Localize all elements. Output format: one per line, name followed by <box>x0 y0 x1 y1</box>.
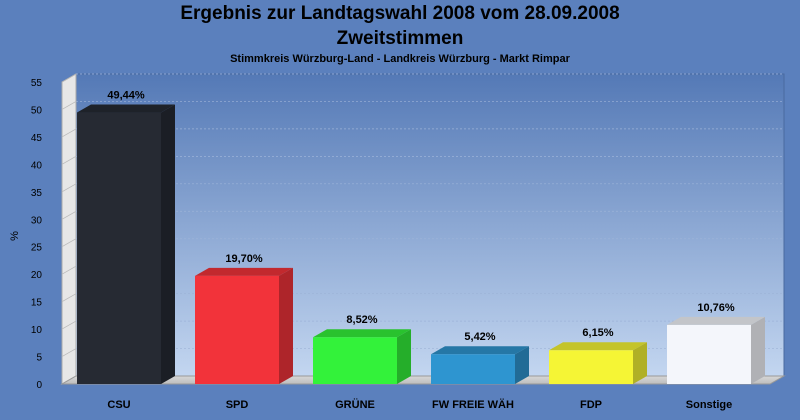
y-tick-label: 10 <box>31 325 43 336</box>
gridline-side <box>61 101 77 110</box>
gridline-side <box>61 238 77 248</box>
gridline-side <box>61 320 77 330</box>
data-label: 8,52% <box>346 314 377 326</box>
bar-top <box>667 316 765 325</box>
y-tick-label: 30 <box>31 215 43 226</box>
x-tick-label: FDP <box>580 399 602 411</box>
gridline-side <box>61 156 77 165</box>
plot-background <box>75 73 785 377</box>
x-tick-label: CSU <box>107 399 130 411</box>
bar-side <box>633 342 647 384</box>
x-tick-label: SPD <box>226 399 249 411</box>
data-label: 49,44% <box>107 90 145 102</box>
bar-top <box>195 267 293 276</box>
bar <box>195 275 279 384</box>
bar-side <box>161 104 175 385</box>
x-tick-label: Sonstige <box>686 399 732 411</box>
y-tick-label: 45 <box>31 133 43 144</box>
chart-title: Ergebnis zur Landtagswahl 2008 vom 28.09… <box>180 3 620 24</box>
bar <box>313 337 397 384</box>
bar-side <box>751 316 765 384</box>
data-label: 5,42% <box>464 331 495 343</box>
gridline-side <box>61 265 77 275</box>
y-axis-label: % <box>9 231 21 241</box>
bar-side <box>515 346 529 384</box>
y-tick-label: 25 <box>31 243 43 254</box>
gridline-side <box>61 73 77 83</box>
data-label: 6,15% <box>582 327 613 339</box>
chart-region-subtitle: Stimmkreis Würzburg-Land - Landkreis Wür… <box>230 53 570 65</box>
y-tick-label: 35 <box>31 188 43 199</box>
bar <box>667 324 751 384</box>
bar <box>431 354 515 384</box>
y-tick-label: 55 <box>31 78 43 89</box>
y-tick-label: 0 <box>36 380 42 391</box>
x-tick-label: FW FREIE WÄH <box>432 398 514 411</box>
bar-side <box>397 329 411 384</box>
data-label: 10,76% <box>697 302 735 314</box>
gridline-side <box>61 293 77 302</box>
gridline-side <box>61 128 77 138</box>
bar-side <box>279 267 293 384</box>
y-tick-label: 20 <box>31 270 43 281</box>
left-wall <box>61 73 77 385</box>
bar-top <box>77 104 175 113</box>
bar <box>77 112 161 385</box>
bar-top <box>313 329 411 338</box>
gridline-side <box>61 183 77 193</box>
y-tick-label: 50 <box>31 105 43 116</box>
gridline-side <box>61 210 77 220</box>
x-tick-label: GRÜNE <box>335 398 375 411</box>
chart-subtitle: Zweitstimmen <box>336 28 464 49</box>
data-label: 19,70% <box>225 253 263 265</box>
bar-top <box>549 342 647 351</box>
bar-top <box>431 346 529 355</box>
bar <box>549 350 633 384</box>
y-tick-label: 5 <box>36 353 42 364</box>
gridline-side <box>61 348 77 357</box>
y-tick-label: 40 <box>31 160 43 171</box>
y-tick-label: 15 <box>31 298 43 309</box>
